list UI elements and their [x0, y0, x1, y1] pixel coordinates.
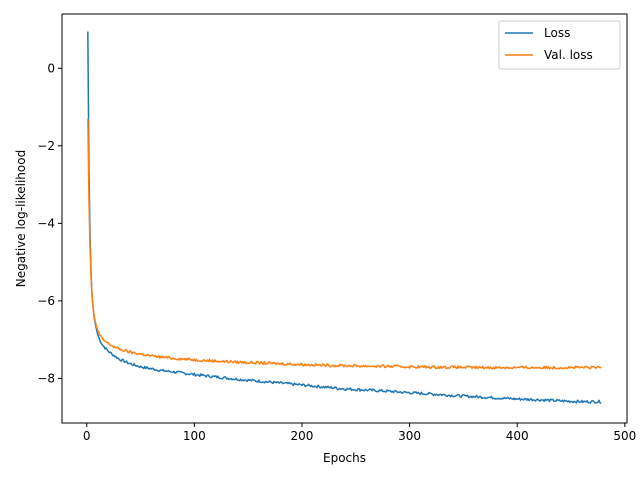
legend-label-loss: Loss — [544, 26, 570, 40]
x-tick-label: 0 — [83, 429, 91, 443]
y-tick-label: −4 — [37, 216, 55, 230]
series-line-1 — [87, 118, 602, 370]
y-tick-label: −2 — [37, 139, 55, 153]
x-tick-label: 400 — [506, 429, 529, 443]
x-tick-label: 100 — [183, 429, 206, 443]
y-tick-label: 0 — [47, 61, 55, 75]
x-tick-label: 500 — [613, 429, 636, 443]
x-tick-label: 200 — [291, 429, 314, 443]
x-axis-label: Epochs — [323, 451, 366, 465]
series-line-0 — [87, 31, 602, 404]
y-tick-label: −8 — [37, 371, 55, 385]
y-axis-label: Negative log-likelihood — [14, 150, 28, 287]
y-tick-label: −6 — [37, 294, 55, 308]
x-axis-ticks: 0 100 200 300 400 500 — [83, 423, 636, 443]
legend-label-val-loss: Val. loss — [544, 48, 593, 62]
plot-frame — [61, 13, 628, 424]
legend: Loss Val. loss — [498, 20, 621, 70]
plot-series — [87, 31, 602, 404]
y-axis-ticks: 0 −2 −4 −6 −8 — [37, 61, 62, 385]
x-tick-label: 300 — [398, 429, 421, 443]
